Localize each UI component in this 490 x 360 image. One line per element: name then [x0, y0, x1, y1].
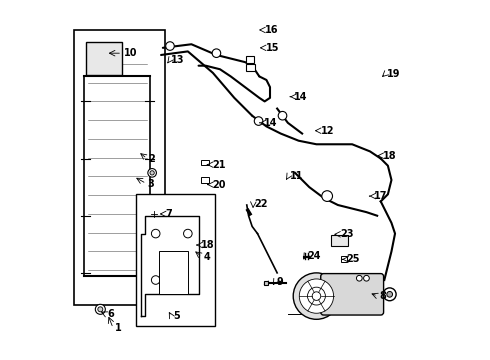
Text: 7: 7 — [166, 209, 172, 219]
Circle shape — [184, 229, 192, 238]
Text: 22: 22 — [255, 199, 268, 209]
Text: 25: 25 — [346, 254, 360, 264]
Circle shape — [278, 111, 287, 120]
Text: 9: 9 — [276, 277, 283, 287]
Circle shape — [150, 242, 154, 247]
Text: 10: 10 — [123, 48, 137, 58]
Circle shape — [149, 210, 158, 218]
Text: 18: 18 — [201, 240, 215, 250]
FancyBboxPatch shape — [136, 194, 215, 327]
Text: 17: 17 — [373, 191, 387, 201]
FancyBboxPatch shape — [246, 64, 255, 71]
FancyBboxPatch shape — [74, 30, 165, 305]
Bar — [159, 251, 188, 294]
Circle shape — [383, 288, 396, 301]
Circle shape — [312, 292, 321, 300]
Circle shape — [293, 273, 340, 319]
Circle shape — [254, 117, 263, 125]
Text: 1: 1 — [115, 323, 122, 333]
FancyBboxPatch shape — [201, 177, 209, 183]
FancyBboxPatch shape — [341, 256, 347, 262]
Circle shape — [166, 42, 174, 50]
Circle shape — [151, 229, 160, 238]
Text: 19: 19 — [387, 68, 401, 78]
Text: 14: 14 — [264, 118, 277, 128]
Circle shape — [148, 240, 156, 249]
Text: 20: 20 — [212, 180, 225, 190]
Circle shape — [387, 292, 392, 297]
Text: 21: 21 — [212, 159, 225, 170]
Circle shape — [148, 168, 156, 177]
Circle shape — [322, 191, 333, 202]
Text: 12: 12 — [321, 126, 334, 136]
Circle shape — [150, 171, 154, 175]
Text: 2: 2 — [148, 154, 155, 163]
Text: 23: 23 — [340, 229, 353, 239]
Circle shape — [308, 287, 325, 305]
Text: 14: 14 — [294, 92, 308, 102]
Circle shape — [96, 304, 105, 314]
Text: 8: 8 — [379, 291, 386, 301]
Text: 24: 24 — [307, 251, 320, 261]
Circle shape — [212, 49, 220, 58]
Text: 16: 16 — [265, 25, 278, 35]
Text: 6: 6 — [107, 309, 114, 319]
FancyBboxPatch shape — [246, 57, 254, 63]
FancyBboxPatch shape — [86, 42, 122, 75]
Circle shape — [98, 307, 103, 312]
Circle shape — [356, 275, 362, 281]
Circle shape — [364, 275, 369, 281]
Text: 13: 13 — [171, 55, 185, 65]
FancyBboxPatch shape — [331, 235, 348, 246]
Circle shape — [299, 279, 334, 313]
Text: 15: 15 — [266, 43, 279, 53]
Text: 4: 4 — [203, 252, 210, 262]
Text: 3: 3 — [148, 179, 154, 189]
Text: 11: 11 — [290, 171, 303, 181]
FancyBboxPatch shape — [264, 281, 268, 285]
Text: 18: 18 — [383, 151, 397, 161]
FancyBboxPatch shape — [321, 274, 384, 315]
Text: 5: 5 — [173, 311, 180, 321]
FancyBboxPatch shape — [201, 159, 209, 165]
Circle shape — [151, 276, 160, 284]
